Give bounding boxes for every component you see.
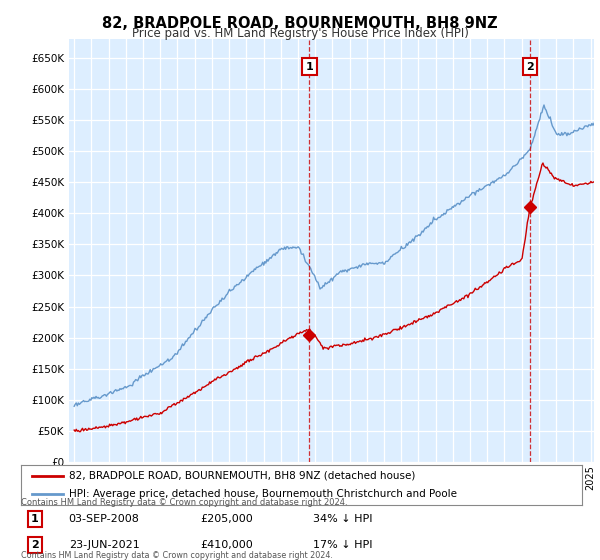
Text: 1: 1: [31, 514, 39, 524]
Text: HPI: Average price, detached house, Bournemouth Christchurch and Poole: HPI: Average price, detached house, Bour…: [68, 489, 457, 499]
Text: 2: 2: [31, 540, 39, 550]
Text: 2: 2: [526, 62, 534, 72]
Text: 03-SEP-2008: 03-SEP-2008: [68, 514, 140, 524]
Text: 82, BRADPOLE ROAD, BOURNEMOUTH, BH8 9NZ (detached house): 82, BRADPOLE ROAD, BOURNEMOUTH, BH8 9NZ …: [68, 471, 415, 480]
Text: Contains HM Land Registry data © Crown copyright and database right 2024.: Contains HM Land Registry data © Crown c…: [21, 498, 347, 507]
Text: 1: 1: [305, 62, 313, 72]
Text: 82, BRADPOLE ROAD, BOURNEMOUTH, BH8 9NZ: 82, BRADPOLE ROAD, BOURNEMOUTH, BH8 9NZ: [102, 16, 498, 31]
Text: 17% ↓ HPI: 17% ↓ HPI: [313, 540, 372, 550]
Text: 23-JUN-2021: 23-JUN-2021: [68, 540, 139, 550]
Text: 34% ↓ HPI: 34% ↓ HPI: [313, 514, 372, 524]
Text: Contains HM Land Registry data © Crown copyright and database right 2024.: Contains HM Land Registry data © Crown c…: [21, 551, 333, 560]
Text: £410,000: £410,000: [200, 540, 253, 550]
Text: £205,000: £205,000: [200, 514, 253, 524]
Text: Price paid vs. HM Land Registry's House Price Index (HPI): Price paid vs. HM Land Registry's House …: [131, 27, 469, 40]
